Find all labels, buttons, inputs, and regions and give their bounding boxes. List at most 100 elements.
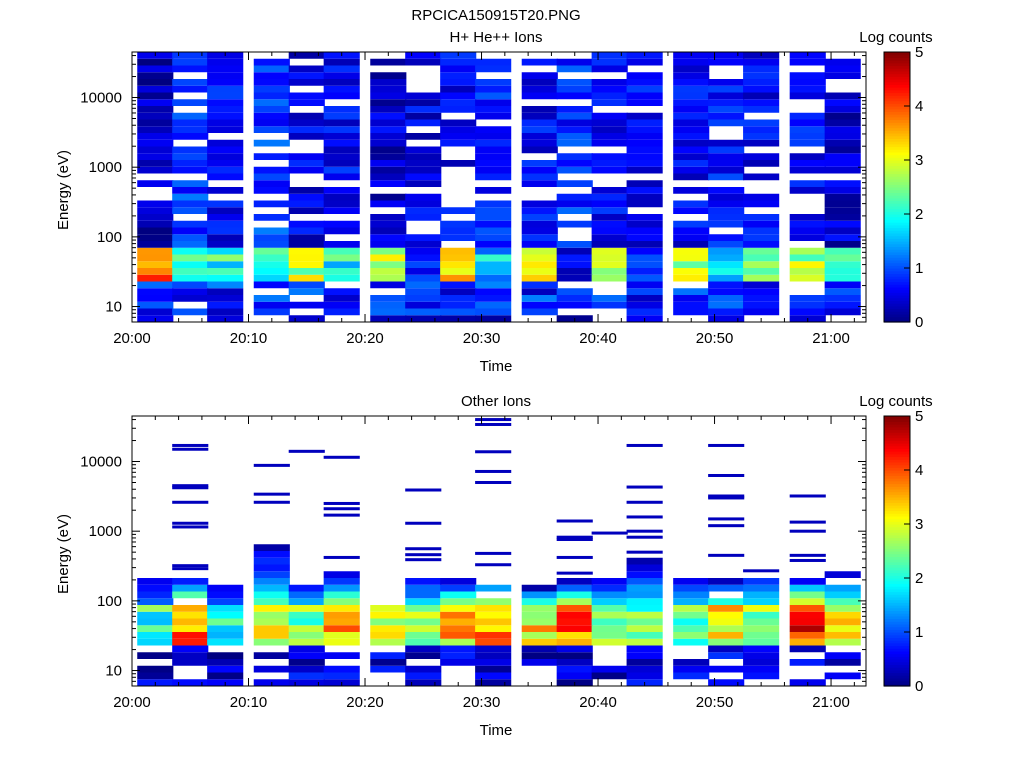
heatmap-cell — [824, 254, 861, 262]
heatmap-cell — [172, 153, 209, 160]
heatmap-cell — [475, 139, 512, 147]
colorbar-step — [884, 637, 910, 641]
heatmap-cell — [137, 254, 174, 262]
heatmap-cell — [521, 591, 558, 599]
heatmap-cell — [440, 308, 477, 316]
heatmap-cell — [521, 72, 558, 79]
heatmap-cell — [626, 295, 663, 302]
heatmap-cell — [172, 146, 209, 154]
colorbar-step — [884, 602, 910, 606]
heatmap-cell — [323, 584, 360, 592]
heatmap-cell — [521, 79, 558, 86]
colorbar-step — [884, 108, 910, 112]
heatmap-line — [708, 496, 745, 500]
heatmap-cell — [323, 79, 360, 86]
heatmap-cell — [253, 214, 290, 221]
colorbar-step — [884, 542, 910, 547]
heatmap-cell — [591, 139, 628, 147]
heatmap-cell — [673, 288, 710, 295]
colorbar-step — [884, 488, 910, 493]
heatmap-cell — [824, 618, 861, 626]
colorbar-step — [884, 564, 910, 568]
heatmap-cell — [288, 153, 325, 160]
x-tick-label: 21:00 — [812, 694, 850, 711]
colorbar-step — [884, 502, 910, 506]
heatmap-cell — [288, 99, 325, 106]
colorbar-step — [884, 181, 910, 185]
heatmap-cell — [626, 79, 663, 86]
heatmap-cell — [708, 234, 745, 241]
heatmap-cell — [405, 180, 442, 187]
heatmap-cell — [288, 288, 325, 295]
heatmap-cell — [172, 652, 209, 659]
heatmap-cell — [172, 99, 209, 106]
colorbar: 0 1 2 3 4 5 — [883, 44, 923, 331]
heatmap-cell — [405, 268, 442, 275]
heatmap-cell — [323, 268, 360, 275]
heatmap-cell — [591, 632, 628, 639]
x-tick-label: 21:00 — [812, 330, 850, 347]
heatmap-cells — [137, 418, 861, 686]
heatmap-cell — [824, 652, 861, 659]
heatmap-cell — [824, 227, 861, 235]
y-tick-label: 10000 — [80, 454, 122, 471]
heatmap-cell — [743, 234, 780, 241]
heatmap-cell — [673, 200, 710, 208]
heatmap-cell — [137, 58, 174, 66]
heatmap-cell — [207, 254, 244, 262]
heatmap-line — [323, 513, 360, 517]
colorbar-step — [884, 545, 910, 549]
heatmap-cell — [253, 618, 290, 626]
heatmap-cell — [556, 598, 593, 605]
colorbar-step — [884, 588, 910, 593]
heatmap-cell — [440, 625, 477, 632]
colorbar-step — [884, 246, 910, 250]
heatmap-cell — [789, 85, 826, 93]
heatmap-cell — [172, 234, 209, 241]
colorbar-step — [884, 303, 910, 307]
heatmap-cell — [673, 207, 710, 214]
heatmap-cell — [743, 254, 780, 262]
heatmap-cell — [440, 268, 477, 275]
heatmap-cell — [475, 85, 512, 93]
heatmap-cell — [626, 153, 663, 160]
heatmap-cell — [789, 247, 826, 255]
heatmap-line — [708, 553, 745, 557]
heatmap-cell — [370, 659, 407, 666]
heatmap-cell — [172, 638, 209, 646]
heatmap-cell — [556, 126, 593, 133]
heatmap-cell — [591, 187, 628, 194]
heatmap-cell — [824, 598, 861, 605]
colorbar-step — [884, 211, 910, 215]
heatmap-cell — [405, 200, 442, 208]
heatmap-cell — [591, 214, 628, 221]
heatmap-cell — [323, 207, 360, 214]
heatmap-cell — [288, 72, 325, 79]
x-tick-label: 20:40 — [579, 694, 617, 711]
heatmap-cell — [824, 659, 861, 666]
colorbar: 0 1 2 3 4 5 — [883, 408, 923, 695]
heatmap-cell — [137, 126, 174, 133]
heatmap-cell — [440, 234, 477, 241]
heatmap-cell — [556, 112, 593, 120]
heatmap-cell — [207, 234, 244, 241]
heatmap-cell — [405, 672, 442, 680]
colorbar-step — [884, 529, 910, 533]
heatmap-cell — [137, 618, 174, 626]
colorbar-step — [884, 262, 910, 266]
heatmap-cell — [370, 173, 407, 181]
heatmap-cell — [405, 652, 442, 659]
colorbar-tick-label: 1 — [915, 624, 923, 641]
colorbar-step — [884, 135, 910, 139]
heatmap-cell — [370, 58, 407, 66]
colorbar-step — [884, 116, 910, 121]
heatmap-cell — [743, 645, 780, 653]
heatmap-cell — [253, 301, 290, 309]
heatmap-cell — [708, 268, 745, 275]
heatmap-cell — [440, 652, 477, 659]
heatmap-cell — [370, 625, 407, 632]
heatmap-cell — [824, 295, 861, 302]
heatmap-cell — [743, 638, 780, 646]
y-tick-label: 100 — [97, 593, 122, 610]
heatmap-cell — [591, 274, 628, 282]
